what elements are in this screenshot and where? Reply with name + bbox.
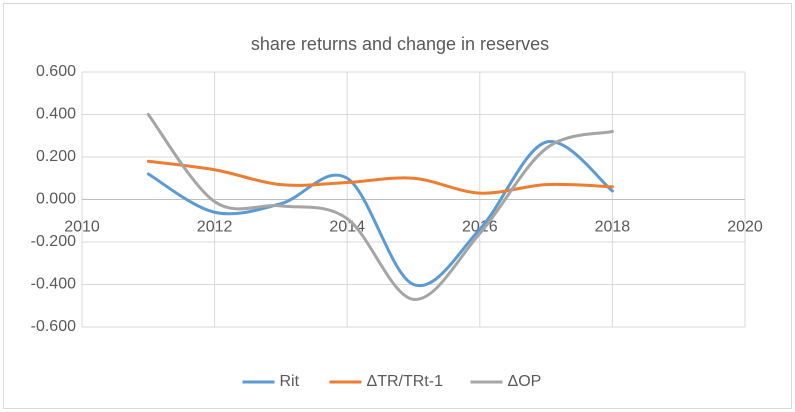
chart-title: share returns and change in reserves [251, 34, 549, 54]
y-tick-label: -0.200 [31, 233, 76, 250]
x-tick-label: 2020 [727, 219, 763, 236]
legend-label: ΔTR/TRt-1 [367, 373, 444, 390]
legend-label: Rit [280, 373, 300, 390]
y-tick-label: 0.400 [36, 106, 76, 123]
y-tick-label: 0.000 [36, 191, 76, 208]
x-tick-label: 2012 [197, 219, 233, 236]
series-line [146, 140, 614, 288]
y-tick-label: 0.200 [36, 148, 76, 165]
y-tick-label: 0.600 [36, 63, 76, 80]
y-tick-label: -0.400 [31, 276, 76, 293]
series-line [146, 113, 614, 301]
y-tick-label: -0.600 [31, 318, 76, 335]
x-tick-label: 2010 [64, 219, 100, 236]
x-tick-label: 2018 [595, 219, 631, 236]
series-line [146, 159, 614, 195]
chart-border [3, 3, 792, 409]
x-tick-label: 2014 [329, 219, 365, 236]
legend-label: ΔOP [508, 373, 542, 390]
